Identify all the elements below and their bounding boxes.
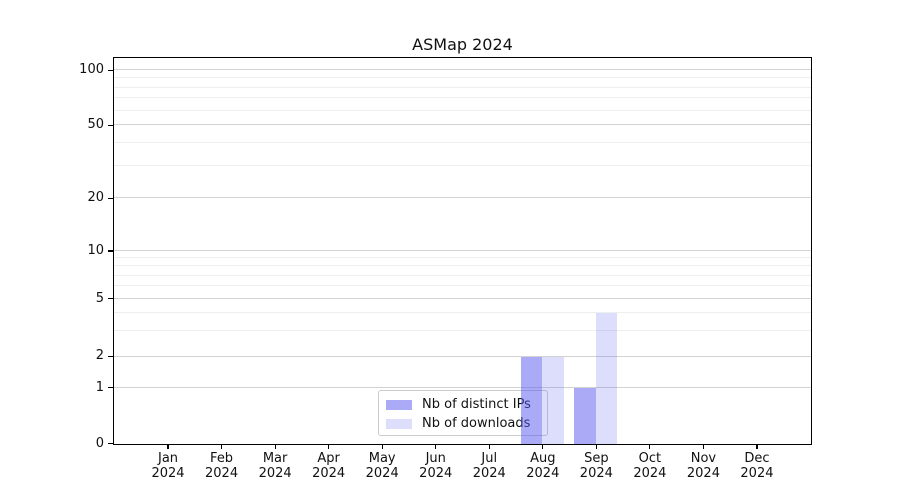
gridline-major xyxy=(114,355,811,357)
legend-label-downloads: Nb of downloads xyxy=(422,416,531,431)
x-tick-mark xyxy=(595,443,597,449)
x-tick-mark xyxy=(702,443,704,449)
x-tick-label: Aug 2024 xyxy=(526,450,560,482)
x-tick-mark xyxy=(649,443,651,449)
y-tick-mark xyxy=(108,69,114,72)
x-tick-label: Jan 2024 xyxy=(151,450,185,482)
plot-area: Nb of distinct IPs Nb of downloads xyxy=(113,57,812,445)
bar-downloads xyxy=(595,313,618,444)
gridline-minor xyxy=(114,141,811,143)
gridline-minor xyxy=(114,285,811,287)
x-tick-mark xyxy=(328,443,330,449)
y-tick-label: 2 xyxy=(95,348,104,364)
gridline-minor xyxy=(114,77,811,79)
gridline-minor xyxy=(114,274,811,276)
gridline-minor xyxy=(114,164,811,166)
bar-distinct-ips xyxy=(520,356,543,444)
y-tick-label: 1 xyxy=(95,379,104,395)
x-tick-mark xyxy=(381,443,383,449)
y-tick-label: 5 xyxy=(95,290,104,306)
bar-distinct-ips xyxy=(574,388,596,444)
x-tick-label: Jul 2024 xyxy=(472,450,506,482)
x-tick-label: Oct 2024 xyxy=(633,450,667,482)
gridline-minor xyxy=(114,257,811,259)
x-tick-mark xyxy=(542,443,544,449)
x-tick-label: Dec 2024 xyxy=(740,450,774,482)
bar-downloads xyxy=(542,356,564,444)
gridline-minor xyxy=(114,97,811,99)
y-tick-label: 100 xyxy=(79,62,104,78)
gridline-major xyxy=(114,298,811,300)
y-tick-label: 50 xyxy=(87,117,104,133)
legend-item-distinct-ips: Nb of distinct IPs xyxy=(386,395,547,414)
gridline-minor xyxy=(114,265,811,267)
gridline-minor xyxy=(114,330,811,332)
gridline-major xyxy=(114,69,811,71)
y-tick-label: 0 xyxy=(95,435,104,451)
legend-swatch-distinct-ips-icon xyxy=(386,399,412,410)
y-tick-mark xyxy=(108,442,114,445)
gridline-minor xyxy=(114,86,811,88)
x-tick-label: Nov 2024 xyxy=(686,450,720,482)
x-tick-label: May 2024 xyxy=(365,450,399,482)
gridline-major xyxy=(114,124,811,126)
y-tick-mark xyxy=(108,387,114,389)
x-tick-mark xyxy=(488,443,490,449)
legend-label-distinct-ips: Nb of distinct IPs xyxy=(422,397,531,412)
chart-title: ASMap 2024 xyxy=(412,35,513,54)
y-tick-mark xyxy=(108,124,114,126)
x-tick-label: Sep 2024 xyxy=(579,450,613,482)
gridline-minor xyxy=(114,109,811,111)
gridline-major xyxy=(114,387,811,389)
x-tick-mark xyxy=(220,443,223,449)
x-tick-mark xyxy=(274,443,276,449)
legend-swatch-downloads-icon xyxy=(386,418,412,429)
x-tick-label: Mar 2024 xyxy=(258,450,292,482)
x-tick-mark xyxy=(167,443,169,449)
y-tick-mark xyxy=(108,197,114,200)
legend-item-downloads: Nb of downloads xyxy=(386,414,547,433)
x-tick-mark xyxy=(756,443,758,449)
x-tick-label: Jun 2024 xyxy=(419,450,453,482)
y-tick-mark xyxy=(108,250,114,252)
x-tick-label: Feb 2024 xyxy=(205,450,239,482)
x-tick-label: Apr 2024 xyxy=(312,450,346,482)
y-tick-mark xyxy=(108,298,114,300)
gridline-minor xyxy=(114,312,811,314)
y-tick-mark xyxy=(108,355,114,357)
y-tick-label: 20 xyxy=(87,190,104,206)
gridline-major xyxy=(114,250,811,251)
gridline-major xyxy=(114,197,811,199)
legend: Nb of distinct IPs Nb of downloads xyxy=(378,390,548,436)
x-tick-mark xyxy=(435,443,437,449)
y-tick-label: 10 xyxy=(87,243,104,258)
